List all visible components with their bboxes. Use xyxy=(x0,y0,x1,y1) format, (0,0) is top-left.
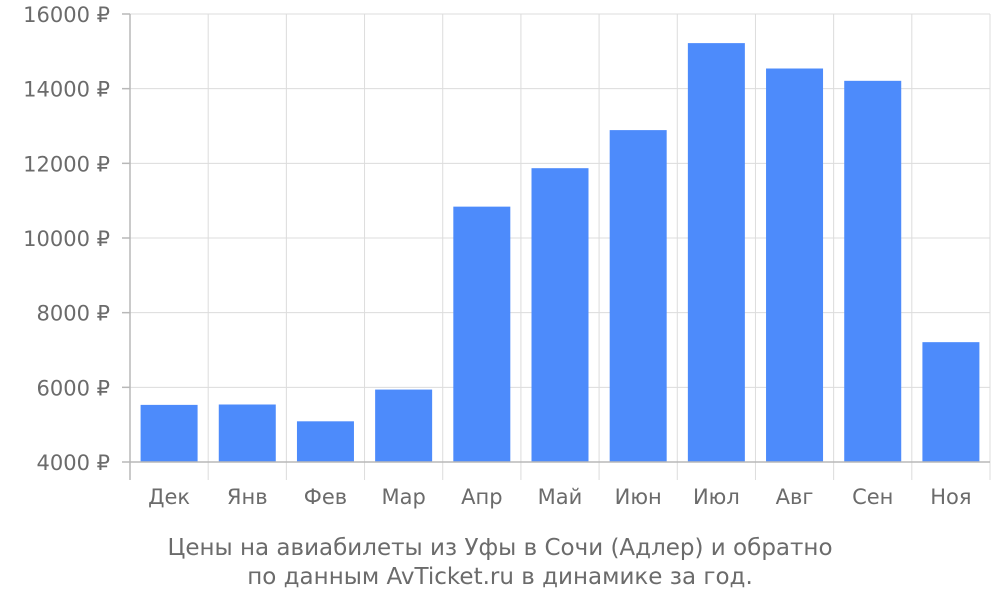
bar-Янв xyxy=(218,404,276,462)
x-tick-label: Сен xyxy=(852,485,893,509)
bar-Июн xyxy=(609,130,667,462)
y-tick-labels: 4000 ₽ 6000 ₽ 8000 ₽ 10000 ₽ 12000 ₽ 14000 ₽ 1… xyxy=(23,3,110,475)
y-tick-label: 12000 ₽ xyxy=(23,152,110,176)
bar-Май xyxy=(531,168,589,463)
bar-Мар xyxy=(375,389,433,462)
x-tick-label: Фев xyxy=(304,485,347,509)
bar-Дек xyxy=(140,404,198,462)
x-tick-label: Май xyxy=(538,485,583,509)
bar-Авг xyxy=(766,68,824,463)
x-tick-label: Ноя xyxy=(930,485,971,509)
x-tick-label: Мар xyxy=(381,485,425,509)
y-tick-label: 16000 ₽ xyxy=(23,3,110,27)
x-tick-label: Авг xyxy=(776,485,814,509)
bar-Фев xyxy=(296,421,354,462)
x-tick-label: Июн xyxy=(615,485,662,509)
bar-Сен xyxy=(844,80,902,463)
y-tick-label: 6000 ₽ xyxy=(37,376,110,400)
x-tick-label: Апр xyxy=(461,485,502,509)
x-tick-label: Янв xyxy=(227,485,268,509)
caption-line-1: Цены на авиабилеты из Уфы в Сочи (Адлер)… xyxy=(167,535,832,561)
x-tick-label: Июл xyxy=(693,485,740,509)
bars xyxy=(140,43,980,463)
bar-Ноя xyxy=(922,342,980,462)
bar-Апр xyxy=(453,206,511,462)
y-tick-label: 8000 ₽ xyxy=(37,302,110,326)
caption-line-2: по данным AvTicket.ru в динамике за год. xyxy=(247,564,753,590)
grid xyxy=(130,13,991,480)
bar-Июл xyxy=(687,43,745,463)
x-tick-labels: Дек Янв Фев Мар Апр Май Июн Июл Авг Сен Ноя xyxy=(148,485,971,509)
axes xyxy=(122,13,990,480)
x-tick-label: Дек xyxy=(148,485,190,509)
y-tick-label: 4000 ₽ xyxy=(37,451,110,475)
y-tick-label: 14000 ₽ xyxy=(23,78,110,102)
y-tick-label: 10000 ₽ xyxy=(23,227,110,251)
